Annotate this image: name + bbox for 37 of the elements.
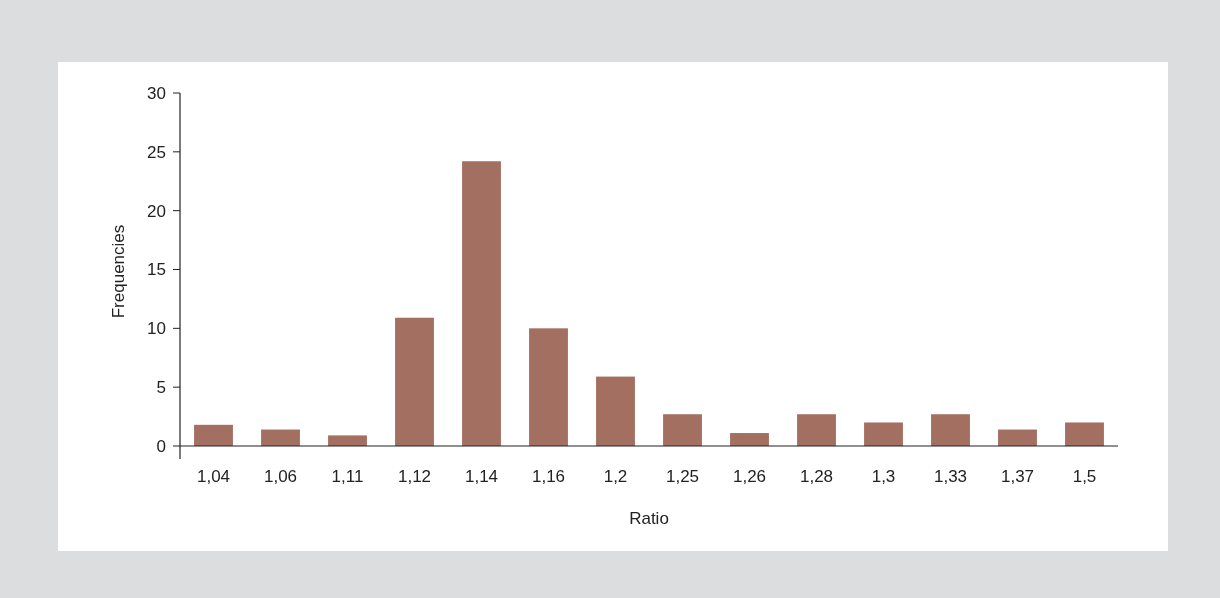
bar: [194, 424, 233, 446]
bar: [596, 376, 635, 446]
x-tick-label: 1,28: [799, 467, 834, 486]
y-tick-label: 20: [147, 201, 166, 221]
bar: [864, 422, 903, 446]
x-tick-label: 1,37: [1000, 467, 1035, 486]
bar: [395, 317, 434, 446]
y-tick-label: 30: [147, 83, 166, 103]
x-tick-label: 1,16: [531, 467, 566, 486]
x-tick-label: 1,33: [933, 467, 968, 486]
x-tick-label: 1,2: [603, 467, 628, 486]
bar: [730, 433, 769, 446]
y-tick-label: 25: [147, 142, 166, 162]
x-tick-label: 1,14: [464, 467, 499, 486]
bar: [462, 161, 501, 446]
bar: [931, 414, 970, 446]
bar: [663, 414, 702, 446]
x-axis-title: Ratio: [629, 509, 669, 528]
x-tick-label: 1,25: [665, 467, 700, 486]
bar: [261, 429, 300, 446]
bar: [998, 429, 1037, 446]
x-tick-label: 1,11: [331, 467, 364, 486]
y-tick-label: 0: [156, 436, 166, 456]
x-tick-label: 1,12: [397, 467, 432, 486]
x-tick-label: 1,26: [732, 467, 767, 486]
y-tick-label: 10: [147, 319, 166, 339]
y-tick-label: 5: [156, 378, 166, 398]
y-axis-title: Frequencies: [109, 224, 128, 319]
y-tick-label: 15: [147, 260, 166, 280]
x-tick-label: 1,5: [1072, 467, 1097, 486]
x-tick-label: 1,3: [871, 467, 896, 486]
bar: [797, 414, 836, 446]
bar: [1065, 422, 1104, 446]
bar: [328, 435, 367, 446]
x-tick-label: 1,06: [263, 467, 298, 486]
bar: [529, 328, 568, 446]
x-tick-label: 1,04: [196, 467, 231, 486]
